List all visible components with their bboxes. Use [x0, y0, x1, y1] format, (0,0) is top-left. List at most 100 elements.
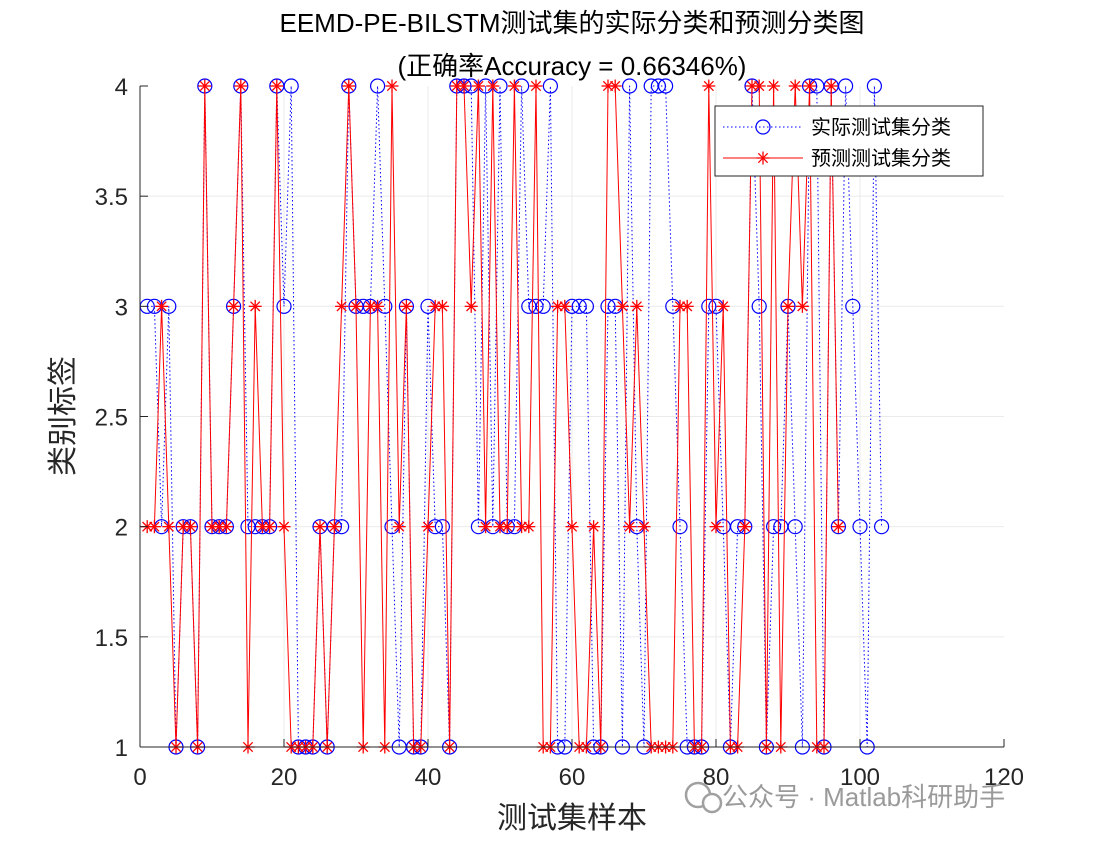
y-tick-label: 4 [115, 74, 128, 101]
data-point-circle [434, 519, 450, 535]
y-tick-label: 1 [115, 735, 128, 762]
x-tick-label: 100 [840, 764, 880, 791]
legend-box [714, 105, 984, 177]
data-point-star [464, 299, 478, 313]
y-axis-label: 类别标签 [46, 356, 81, 476]
y-tick-label: 2 [115, 515, 128, 542]
legend-star-glyph [756, 151, 770, 165]
data-point-circle [866, 78, 883, 94]
data-point-star [255, 520, 269, 534]
data-point-star [767, 79, 781, 93]
data-point-circle [701, 298, 717, 314]
data-point-star [392, 520, 406, 534]
data-point-star [327, 520, 341, 534]
data-point-star [738, 520, 752, 534]
data-point-circle [528, 298, 544, 314]
data-point-star [493, 520, 507, 534]
data-point-star [781, 299, 795, 313]
data-point-star [803, 79, 817, 93]
data-point-circle [621, 78, 638, 94]
data-point-star [471, 79, 485, 93]
data-point-circle [837, 78, 854, 94]
data-point-star [831, 520, 845, 534]
data-point-star [630, 299, 644, 313]
data-point-star [486, 79, 500, 93]
data-point-star [263, 520, 277, 534]
data-point-circle [765, 519, 782, 535]
data-point-circle [873, 519, 890, 535]
y-tick-label: 3 [115, 294, 128, 321]
x-tick-label: 40 [415, 764, 442, 791]
data-point-star [219, 520, 233, 534]
data-point-star [522, 520, 536, 534]
data-point-circle [276, 298, 292, 314]
data-point-star [363, 299, 377, 313]
data-point-circle [845, 298, 861, 314]
data-point-star [565, 520, 579, 534]
x-tick-label: 20 [271, 764, 298, 791]
data-point-circle [657, 78, 674, 94]
data-point-star [615, 299, 629, 313]
data-point-circle [787, 519, 803, 535]
data-point-star [450, 79, 464, 93]
data-point-star [421, 520, 435, 534]
data-point-star [399, 299, 413, 313]
data-point-star [507, 79, 521, 93]
data-point-star [147, 520, 161, 534]
data-point-star [529, 79, 543, 93]
data-point-circle [370, 78, 386, 94]
data-point-star [198, 79, 212, 93]
x-tick-label: 120 [984, 764, 1024, 791]
data-point-star [313, 520, 327, 534]
data-point-star [248, 299, 262, 313]
y-tick-label: 3.5 [95, 184, 128, 211]
y-tick-label: 1.5 [95, 625, 128, 652]
data-point-star [457, 79, 471, 93]
data-point-star [277, 520, 291, 534]
chart-subtitle: (正确率Accuracy = 0.66346%) [398, 51, 747, 81]
data-point-star [227, 299, 241, 313]
data-point-star [335, 299, 349, 313]
data-point-star [342, 79, 356, 93]
data-point-star [349, 299, 363, 313]
legend: 实际测试集分类 预测测试集分类 [714, 105, 984, 177]
data-point-star [234, 79, 248, 93]
data-point-star [788, 79, 802, 93]
data-point-circle [535, 298, 551, 314]
data-point-star [824, 79, 838, 93]
data-point-star [608, 79, 622, 93]
chart-title: EEMD-PE-BILSTM测试集的实际分类和预测分类图 [279, 8, 864, 38]
data-point-star [558, 299, 572, 313]
data-point-star [162, 520, 176, 534]
y-tick-label: 2.5 [95, 405, 128, 432]
data-point-star [702, 79, 716, 93]
data-point-star [155, 299, 169, 313]
data-point-star [479, 520, 493, 534]
x-tick-label: 60 [559, 764, 586, 791]
data-point-circle [578, 298, 595, 314]
data-point-circle [650, 78, 667, 94]
data-point-star [371, 299, 385, 313]
legend-label-predicted: 预测测试集分类 [811, 146, 951, 170]
data-point-circle [852, 519, 868, 535]
legend-label-actual: 实际测试集分类 [811, 115, 951, 139]
watermark-text: 公众号 · Matlab科研助手 [722, 782, 1005, 812]
series-2 [140, 79, 845, 754]
data-point-star [680, 299, 694, 313]
x-axis-label: 测试集样本 [497, 801, 647, 836]
data-point-star [270, 79, 284, 93]
data-point-star [385, 79, 399, 93]
data-point-circle [751, 298, 767, 314]
data-point-star [183, 520, 197, 534]
data-point-circle [672, 519, 688, 535]
data-point-star [601, 79, 615, 93]
data-point-star [435, 299, 449, 313]
watermark: 公众号 · Matlab科研助手 [684, 781, 1005, 814]
x-tick-label: 0 [133, 764, 146, 791]
data-point-star [500, 520, 514, 534]
data-point-star [795, 299, 809, 313]
data-point-circle [542, 78, 559, 94]
